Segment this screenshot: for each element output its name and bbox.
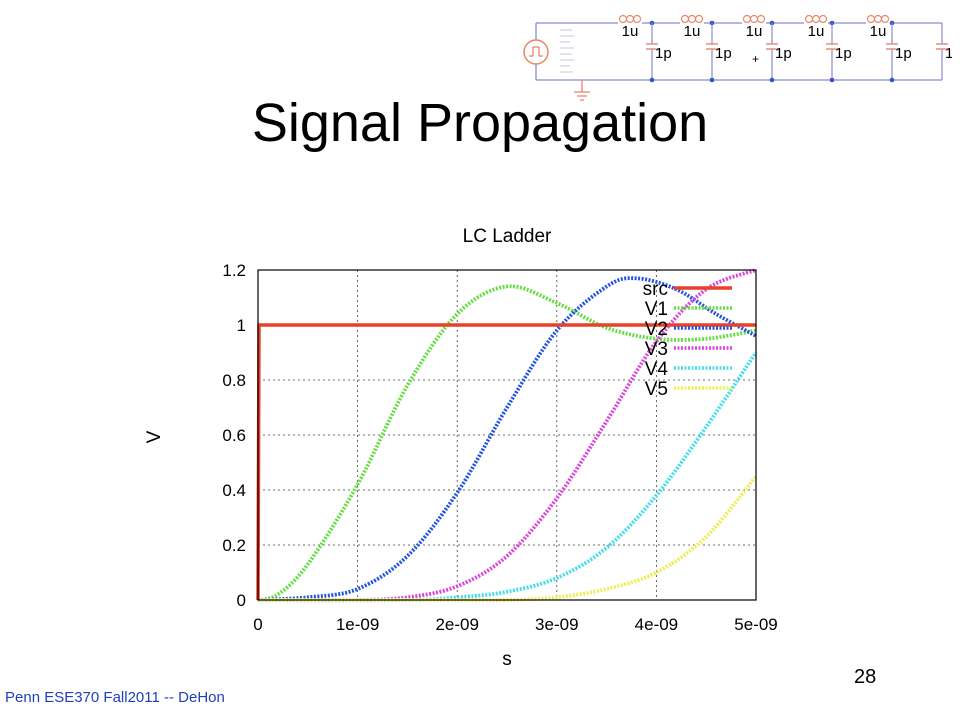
inductor-label: 1u [622,23,639,40]
y-tick-label: 0.2 [222,536,246,555]
x-tick-label: 2e-09 [435,615,478,634]
inductor-label: 1u [808,23,825,40]
x-tick-labels: 0 1e-09 2e-09 3e-09 4e-09 5e-09 [253,615,777,634]
slide-title: Signal Propagation [251,93,709,153]
x-tick-label: 5e-09 [734,615,777,634]
y-tick-label: 0.4 [222,481,246,500]
inductor-icon [742,14,766,30]
legend-label-v5: V5 [645,379,668,400]
y-axis-label: V [144,430,165,443]
y-tick-label: 0.8 [222,371,246,390]
x-tick-label: 1e-09 [336,615,379,634]
series-line-v3 [257,268,757,603]
capacitor-icon [766,23,778,80]
capacitor-icon [936,23,948,80]
chart-series [256,268,758,603]
capacitor-label: 1p [775,45,792,62]
inductor-icon [866,14,890,30]
node-dot [769,77,775,83]
lc-ladder-chart: LC Ladder V s 0 0.2 0.4 0.6 0.8 1 1.2 0 1e-09 2e… [144,226,778,670]
legend-label-v1: V1 [645,299,668,320]
series-line-v1 [257,284,757,602]
x-tick-label: 0 [253,615,262,634]
y-tick-label: 1 [237,316,246,335]
inductor-label: 1u [746,23,763,40]
node-dot [889,77,895,83]
y-tick-label: 0 [237,591,246,610]
x-tick-label: 3e-09 [535,615,578,634]
x-axis-label: s [502,649,512,670]
inductor-icon [804,14,828,30]
capacitor-label: 1p [715,45,732,62]
inductor-label: 1u [870,23,887,40]
node-dot [829,77,835,83]
capacitor-label: 1p [655,45,672,62]
series-line-v4 [257,351,758,603]
y-tick-label: 0.6 [222,426,246,445]
inductor-label: 1u [684,23,701,40]
inductor-icon [680,14,704,30]
y-tick-label: 1.2 [222,261,246,280]
node-dot [709,77,715,83]
capacitor-label: 1p [835,45,852,62]
slide-footer: Penn ESE370 Fall2011 -- DeHon [5,689,225,706]
y-tick-labels: 0 0.2 0.4 0.6 0.8 1 1.2 [222,261,246,610]
ground-icon [574,80,590,101]
chart-title: LC Ladder [463,226,552,247]
page-number: 28 [854,666,877,688]
plus-sign: + [752,52,759,66]
capacitor-icon [646,23,658,80]
source-parameter-text [560,29,574,73]
pulse-source-icon [523,39,549,65]
lc-ladder-schematic: 1u 1u 1u 1u 1u 1p 1p 1p 1p 1p 1p + [523,14,952,101]
capacitor-label: 1p [895,45,912,62]
legend-label-src: src [643,279,668,300]
node-dot [649,77,655,83]
legend-label-v2: V2 [645,319,668,340]
capacitor-icon [706,23,718,80]
capacitor-icon [826,23,838,80]
capacitor-icon [886,23,898,80]
series-line-v5 [258,475,758,603]
legend-label-v4: V4 [645,359,669,380]
x-tick-label: 4e-09 [635,615,678,634]
plot-frame [257,269,757,601]
legend-label-v3: V3 [645,339,668,360]
chart-grid [258,270,756,600]
inductor-icon [618,14,642,30]
capacitor-label: 1p [945,45,952,62]
